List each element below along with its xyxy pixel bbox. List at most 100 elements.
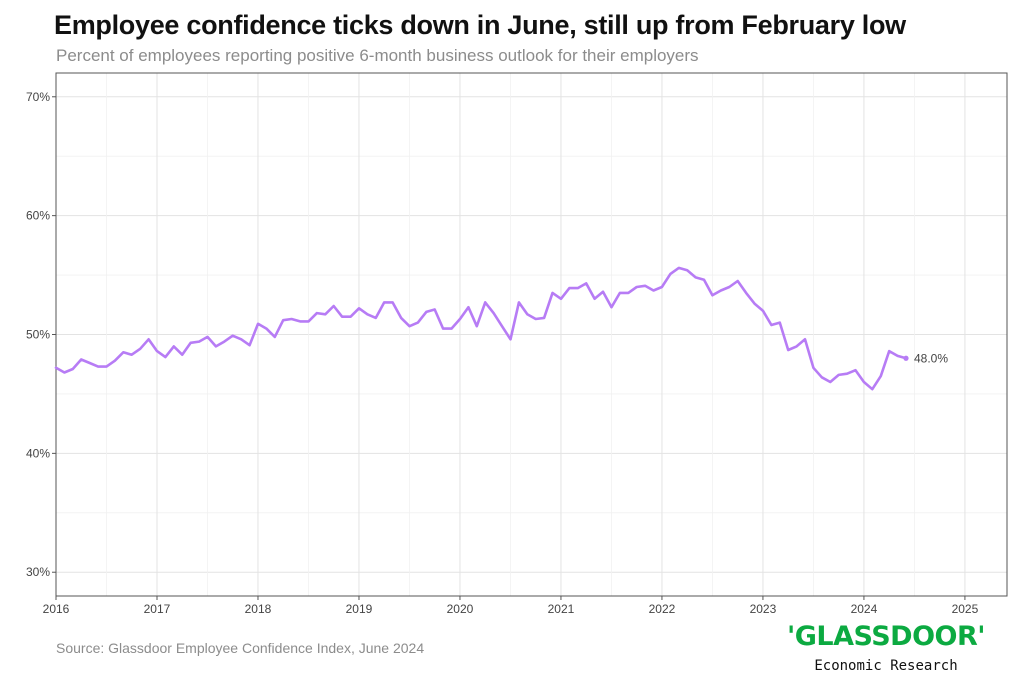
data-point xyxy=(846,373,848,375)
data-point xyxy=(888,350,890,352)
data-point xyxy=(711,294,714,296)
data-point xyxy=(678,267,680,269)
data-point xyxy=(164,356,167,358)
data-point xyxy=(274,336,276,338)
data-point xyxy=(829,381,831,383)
data-point xyxy=(450,327,453,330)
data-point xyxy=(114,360,116,362)
data-point xyxy=(796,345,798,347)
data-point xyxy=(804,338,806,340)
x-tick-label: 2019 xyxy=(346,602,373,616)
data-point xyxy=(610,306,613,308)
chart-subtitle: Percent of employees reporting positive … xyxy=(56,46,699,65)
data-point xyxy=(627,292,629,294)
data-point xyxy=(770,324,772,326)
data-point xyxy=(745,292,747,294)
data-point xyxy=(695,276,697,279)
data-point xyxy=(122,351,124,353)
y-tick-label: 70% xyxy=(26,90,50,104)
data-point xyxy=(324,313,326,315)
data-point xyxy=(55,367,57,369)
data-point xyxy=(636,286,638,288)
data-point xyxy=(131,354,133,356)
data-point xyxy=(526,313,528,315)
x-tick-label: 2020 xyxy=(447,602,474,616)
data-point xyxy=(307,320,310,323)
data-point xyxy=(408,325,411,327)
data-point xyxy=(383,301,385,304)
data-point xyxy=(198,341,200,343)
data-point xyxy=(400,317,402,319)
data-point xyxy=(72,368,74,370)
data-point xyxy=(838,374,840,376)
data-point xyxy=(551,292,554,294)
data-point xyxy=(560,298,562,300)
x-tick-label: 2016 xyxy=(43,602,70,616)
data-point xyxy=(316,312,318,314)
data-point xyxy=(425,311,427,313)
data-point xyxy=(753,302,756,305)
glassdoor-logo: 'GLASSDOOR' Economic Research xyxy=(786,621,986,675)
data-point xyxy=(568,287,570,289)
x-tick-label: 2025 xyxy=(952,602,979,616)
data-point xyxy=(299,320,301,323)
x-tick-label: 2023 xyxy=(750,602,777,616)
logo-subtitle: Economic Research xyxy=(814,658,958,674)
data-point xyxy=(585,282,587,284)
data-point xyxy=(89,362,91,364)
x-tick-label: 2024 xyxy=(851,602,878,616)
data-point xyxy=(206,336,209,338)
data-point xyxy=(282,319,284,321)
data-point xyxy=(779,322,781,324)
data-point xyxy=(291,318,293,320)
data-point xyxy=(871,388,873,390)
data-point xyxy=(80,358,82,361)
data-point xyxy=(821,376,823,378)
data-point xyxy=(333,305,335,307)
logo-wordmark: 'GLASSDOOR' xyxy=(786,621,986,652)
data-point xyxy=(484,301,486,304)
data-point xyxy=(215,345,217,347)
data-point xyxy=(375,317,377,319)
data-point xyxy=(652,289,655,292)
data-point xyxy=(105,365,108,368)
data-point xyxy=(787,349,789,351)
data-point xyxy=(232,335,234,337)
data-point xyxy=(880,375,882,377)
data-point xyxy=(619,292,621,294)
data-point xyxy=(854,369,857,371)
data-point xyxy=(358,307,360,309)
data-point xyxy=(265,327,267,330)
data-point xyxy=(863,381,865,383)
data-point xyxy=(459,318,461,320)
data-point xyxy=(349,316,352,318)
data-point xyxy=(417,322,419,324)
x-tick-label: 2018 xyxy=(245,602,272,616)
data-point xyxy=(509,338,512,340)
data-point xyxy=(577,287,579,289)
series-line xyxy=(54,266,908,391)
y-tick-label: 40% xyxy=(26,446,50,460)
data-point xyxy=(728,286,730,288)
data-point xyxy=(392,301,394,304)
data-point xyxy=(467,306,469,308)
data-point xyxy=(248,344,251,346)
grid xyxy=(55,73,1007,596)
data-point xyxy=(257,323,259,325)
data-point xyxy=(173,345,175,347)
data-point xyxy=(518,301,520,304)
y-tick-label: 50% xyxy=(26,328,50,342)
data-point xyxy=(493,312,495,314)
data-point xyxy=(644,285,646,287)
data-point xyxy=(703,279,705,281)
data-point xyxy=(669,273,671,275)
data-point xyxy=(181,354,183,356)
y-tick-label: 30% xyxy=(26,565,50,579)
data-point xyxy=(63,371,66,374)
data-point xyxy=(737,280,739,282)
y-tick-label: 60% xyxy=(26,209,50,223)
data-point xyxy=(594,298,596,300)
data-point xyxy=(434,308,436,311)
data-point xyxy=(223,341,225,343)
